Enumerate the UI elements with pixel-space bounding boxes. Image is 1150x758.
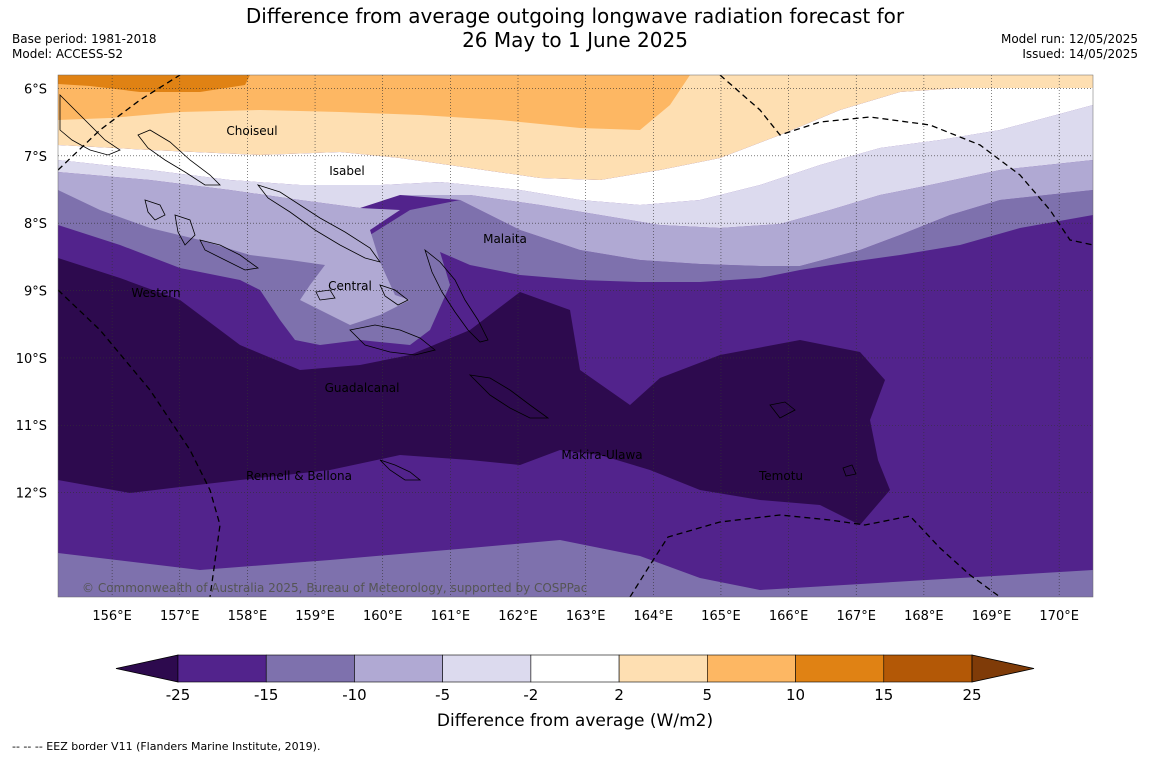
latitude-tick-label: 8°S (24, 217, 47, 232)
region-label-rennell-bellona: Rennell & Bellona (246, 469, 352, 483)
longitude-tick-label: 157°E (160, 609, 200, 624)
band-10-to-15 (58, 75, 250, 92)
issued-date: Issued: 14/05/2025 (1022, 47, 1138, 61)
colorbar-tick-label: 15 (874, 686, 893, 704)
florida-islands (379, 284, 409, 306)
latitude-axis: 6°S 7°S 8°S 9°S 10°S 11°S 12°S (16, 82, 47, 501)
longitude-tick-label: 166°E (769, 609, 809, 624)
eez-border-east (719, 75, 1093, 246)
choiseul-island (137, 129, 221, 186)
anomaly-shading (58, 75, 1093, 597)
latitude-tick-label: 12°S (16, 487, 47, 502)
title-line-1: Difference from average outgoing longwav… (245, 4, 905, 28)
figure-title: Difference from average outgoing longwav… (0, 4, 1150, 52)
new-georgia-island (199, 239, 260, 271)
copyright-text: © Commonwealth of Australia 2025, Bureau… (82, 581, 587, 595)
base-period: Base period: 1981-2018 (12, 32, 157, 46)
map-frame (57, 74, 1094, 598)
coastlines (59, 94, 857, 481)
colorbar-segment (795, 654, 885, 683)
longitude-tick-label: 158°E (228, 609, 268, 624)
western-island-2 (174, 214, 196, 246)
band-minus5-to-minus10 (58, 160, 1093, 325)
model-run-date: Model run: 12/05/2025 (1000, 32, 1138, 46)
longitude-tick-label: 168°E (904, 609, 944, 624)
latitude-tick-label: 6°S (24, 82, 47, 97)
longitude-tick-label: 162°E (498, 609, 538, 624)
longitude-tick-label: 160°E (363, 609, 403, 624)
region-label-western: Western (131, 286, 180, 300)
region-label-temotu: Temotu (758, 469, 803, 483)
colorbar-tick-label: 2 (614, 686, 624, 704)
colorbar-tick-label: -10 (342, 686, 367, 704)
colorbar: -25 -15 -10 -5 -2 2 5 10 15 25 (115, 654, 1035, 704)
base-info: Base period: 1981-2018 Model: ACCESS-S2 (12, 32, 157, 62)
colorbar-segment (707, 654, 796, 683)
eez-border-north-west (58, 75, 181, 171)
region-label-choiseul: Choiseul (226, 124, 277, 138)
run-info: Model run: 12/05/2025 Issued: 14/05/2025 (1001, 32, 1138, 62)
western-island-1 (144, 199, 166, 221)
longitude-tick-label: 164°E (634, 609, 674, 624)
colorbar-extend-low (115, 654, 179, 683)
colorbar-label: Difference from average (W/m2) (437, 711, 713, 731)
region-label-guadalcanal: Guadalcanal (325, 381, 400, 395)
rennell-island (379, 459, 422, 481)
longitude-tick-label: 169°E (972, 609, 1012, 624)
region-label-makira-ulawa: Makira-Ulawa (561, 448, 642, 462)
band-south-minus10-to-minus15 (58, 540, 1093, 597)
longitude-tick-label: 161°E (431, 609, 471, 624)
santa-cruz-island (769, 401, 796, 419)
colorbar-tick-label: 25 (962, 686, 981, 704)
latitude-tick-label: 11°S (16, 419, 47, 434)
eez-border-lines (58, 75, 1093, 597)
colorbar-segment (530, 654, 620, 683)
santa-isabel-island (256, 184, 381, 263)
latitude-tick-label: 10°S (16, 352, 47, 367)
region-label-isabel: Isabel (329, 164, 364, 178)
colorbar-tick-label: 5 (703, 686, 713, 704)
latitude-tick-label: 7°S (24, 150, 47, 165)
band-below-minus25 (58, 258, 890, 525)
longitude-tick-label: 163°E (566, 609, 606, 624)
region-label-central: Central (328, 279, 372, 293)
temotu-islet (842, 464, 857, 477)
colorbar-extend-high (971, 654, 1035, 683)
colorbar-tick-label: 10 (786, 686, 805, 704)
longitude-tick-label: 156°E (92, 609, 132, 624)
colorbar-segment (883, 654, 973, 683)
makira-island (468, 374, 550, 419)
longitude-tick-label: 159°E (295, 609, 335, 624)
longitude-axis: 156°E 157°E 158°E 159°E 160°E 161°E 162°E 163°E… (92, 609, 1079, 624)
colorbar-segment (177, 654, 267, 683)
malaita-island (424, 248, 489, 343)
bougainville-coast (59, 94, 121, 156)
latitude-tick-label: 9°S (24, 285, 47, 300)
colorbar-tick-label: -25 (166, 686, 191, 704)
band-minus2-to-minus5 (58, 105, 1093, 228)
longitude-tick-label: 170°E (1039, 609, 1079, 624)
eez-footnote: -- -- -- EEZ border V11 (Flanders Marine… (12, 740, 321, 753)
colorbar-tick-label: -15 (254, 686, 279, 704)
longitude-tick-label: 165°E (701, 609, 741, 624)
eez-border-south-east (629, 514, 1001, 597)
russell-islands (315, 289, 336, 301)
region-label-malaita: Malaita (483, 232, 527, 246)
colorbar-tick-label: -5 (435, 686, 450, 704)
longitude-tick-label: 167°E (836, 609, 876, 624)
guadalcanal-island (349, 324, 436, 356)
model-name: Model: ACCESS-S2 (12, 47, 124, 61)
colorbar-segment (265, 654, 355, 683)
band-minus2-to-2 (58, 88, 1093, 205)
colorbar-segment (442, 654, 532, 683)
colorbar-tick-label: -2 (523, 686, 538, 704)
colorbar-segment (354, 654, 443, 683)
title-line-2: 26 May to 1 June 2025 (462, 28, 688, 52)
gridlines (58, 75, 1093, 597)
colorbar-segment (618, 654, 708, 683)
